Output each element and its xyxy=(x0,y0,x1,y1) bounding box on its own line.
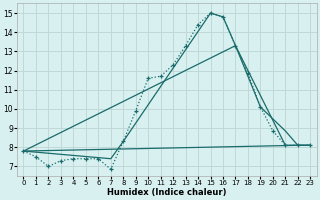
X-axis label: Humidex (Indice chaleur): Humidex (Indice chaleur) xyxy=(107,188,227,197)
